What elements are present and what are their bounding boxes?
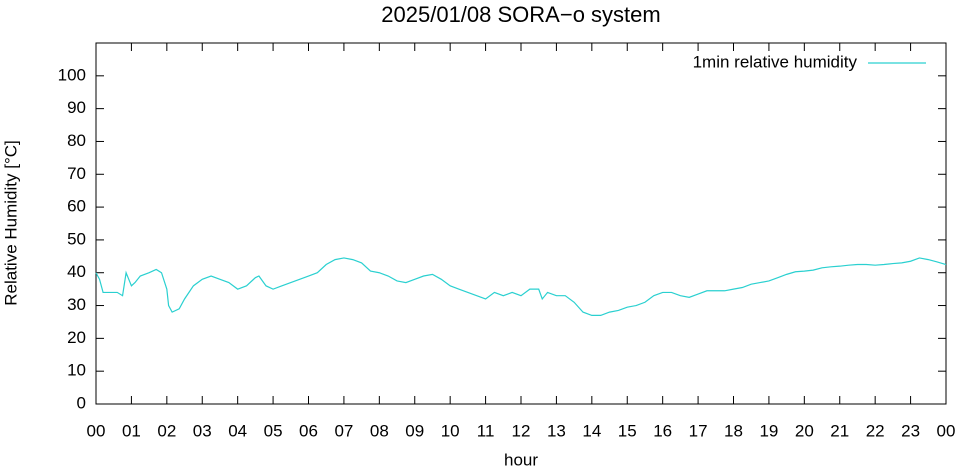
x-tick-label: 18: [724, 421, 743, 440]
x-tick-label: 09: [405, 421, 424, 440]
x-tick-label: 12: [512, 421, 531, 440]
y-tick-label: 20: [67, 328, 86, 347]
x-tick-label: 10: [441, 421, 460, 440]
x-tick-label: 21: [830, 421, 849, 440]
y-tick-label: 70: [67, 164, 86, 183]
y-tick-label: 30: [67, 295, 86, 314]
x-axis-label: hour: [504, 450, 538, 469]
x-tick-label: 15: [618, 421, 637, 440]
x-tick-label: 23: [901, 421, 920, 440]
y-tick-label: 50: [67, 229, 86, 248]
x-tick-label: 02: [157, 421, 176, 440]
x-tick-label: 13: [547, 421, 566, 440]
x-tick-label: 16: [653, 421, 672, 440]
y-tick-label: 60: [67, 197, 86, 216]
x-tick-label: 19: [759, 421, 778, 440]
chart-title: 2025/01/08 SORA−o system: [381, 2, 660, 27]
x-tick-label: 03: [193, 421, 212, 440]
x-tick-label: 08: [370, 421, 389, 440]
x-tick-label: 14: [582, 421, 601, 440]
x-tick-label: 00: [937, 421, 956, 440]
x-tick-label: 07: [334, 421, 353, 440]
x-tick-label: 00: [87, 421, 106, 440]
y-tick-label: 80: [67, 131, 86, 150]
x-tick-label: 05: [264, 421, 283, 440]
x-tick-label: 20: [795, 421, 814, 440]
x-tick-label: 22: [866, 421, 885, 440]
x-tick-label: 11: [477, 421, 495, 440]
plot-frame: [95, 42, 947, 405]
legend-label: 1min relative humidity: [693, 52, 858, 71]
x-tick-label: 17: [689, 421, 708, 440]
y-tick-label: 10: [67, 361, 86, 380]
x-tick-label: 06: [299, 421, 318, 440]
x-tick-label: 04: [228, 421, 247, 440]
x-tick-label: 01: [122, 421, 141, 440]
data-line: [95, 257, 947, 316]
y-tick-label: 40: [67, 262, 86, 281]
y-axis-label: Relative Humidity [°C]: [1, 140, 20, 306]
y-tick-label: 100: [58, 65, 86, 84]
y-tick-label: 90: [67, 98, 86, 117]
y-tick-label: 0: [77, 393, 86, 412]
